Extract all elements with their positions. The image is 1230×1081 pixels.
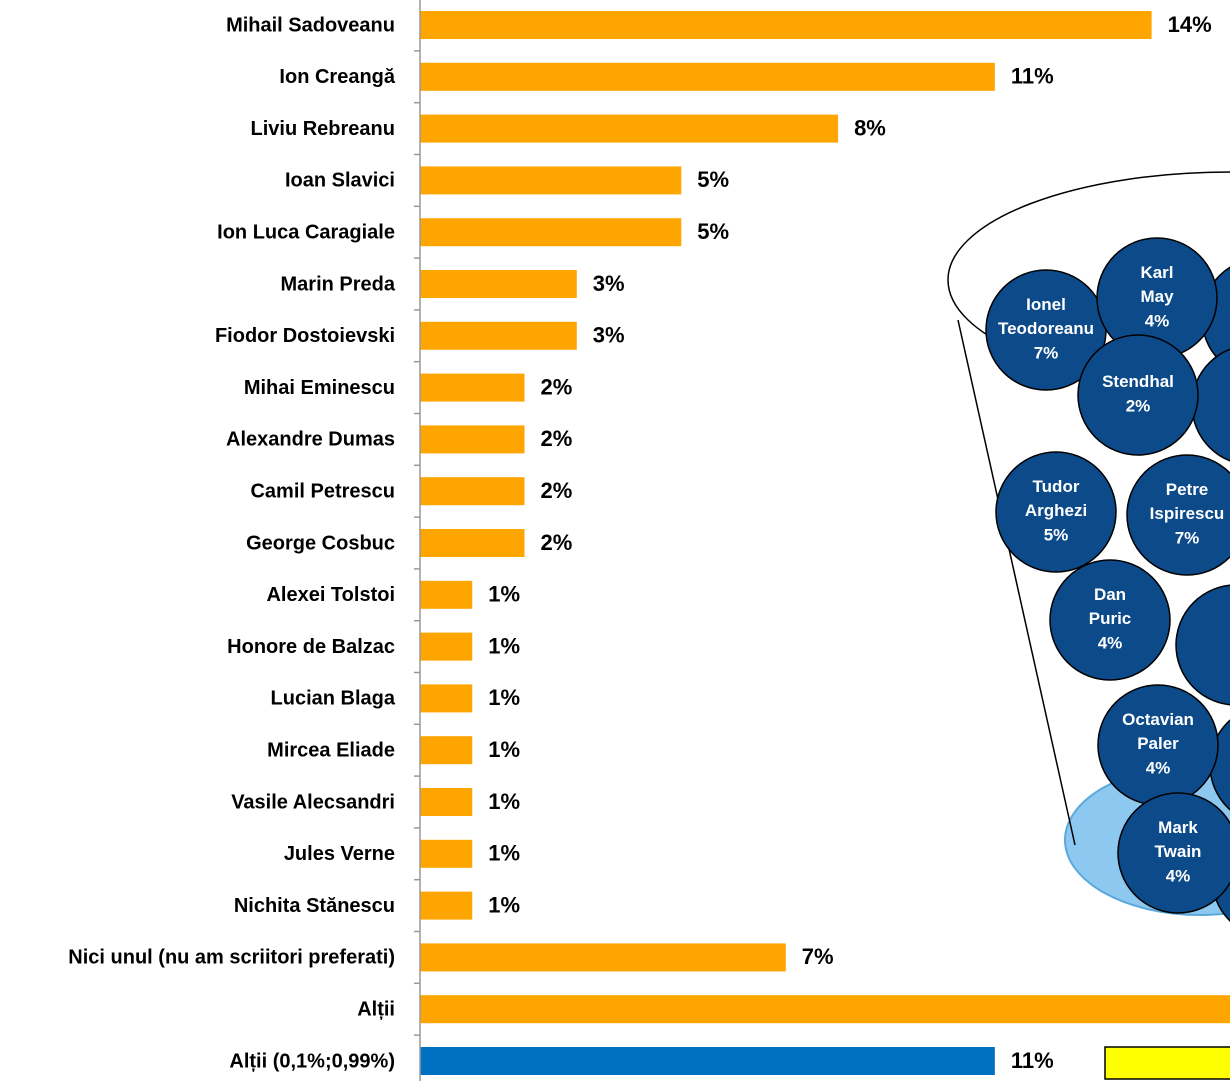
bubble-name-line: Octavian xyxy=(1122,710,1194,729)
bar xyxy=(420,270,577,298)
bubble-partial xyxy=(1176,585,1230,705)
bar xyxy=(420,11,1152,39)
value-label: 1% xyxy=(488,633,520,658)
value-label: 2% xyxy=(541,530,573,555)
bar xyxy=(420,633,472,661)
category-label: Ion Creangă xyxy=(279,66,395,88)
bubble-name-line: Tudor xyxy=(1033,477,1080,496)
category-label: Mihai Eminescu xyxy=(244,377,395,399)
bubble-name-line: Puric xyxy=(1089,609,1132,628)
value-label: 3% xyxy=(593,271,625,296)
bar xyxy=(420,218,681,246)
value-label: 1% xyxy=(488,582,520,607)
value-label: 11% xyxy=(1011,64,1054,89)
category-label: Honore de Balzac xyxy=(227,636,395,658)
bubble-value: 4% xyxy=(1166,866,1191,885)
value-label: 1% xyxy=(488,841,520,866)
category-label: George Cosbuc xyxy=(246,532,395,554)
bar xyxy=(420,425,525,453)
bubble-name-line: Ispirescu xyxy=(1150,504,1225,523)
value-label: 1% xyxy=(488,892,520,917)
bar xyxy=(420,166,681,194)
bubble-name-line: Twain xyxy=(1155,842,1202,861)
bar xyxy=(420,788,472,816)
category-label: Fiodor Dostoievski xyxy=(215,325,395,347)
bubble-name-line: Ionel xyxy=(1026,295,1066,314)
legend-box xyxy=(1105,1047,1230,1079)
chart: Ionel Teodoreanu 7% Karl May 4% Stendhal 2% Tudo… xyxy=(0,0,1230,1081)
bubble-label: Stendhal xyxy=(1102,372,1174,391)
category-label: Alții (0,1%;0,99%) xyxy=(229,1050,395,1072)
bubble-value: 5% xyxy=(1044,525,1069,544)
value-label: 5% xyxy=(697,167,729,192)
bubble-value: 4% xyxy=(1146,758,1171,777)
bubble-value: 2% xyxy=(1126,396,1151,415)
bar xyxy=(420,374,525,402)
category-label: Nici unul (nu am scriitori preferati) xyxy=(68,947,395,969)
bar xyxy=(420,115,838,143)
bar xyxy=(420,63,995,91)
category-label: Nichita Stănescu xyxy=(234,895,395,917)
value-label: 3% xyxy=(593,323,625,348)
category-label: Lucian Blaga xyxy=(271,688,396,710)
value-label: 14% xyxy=(1168,12,1212,37)
category-label: Alții xyxy=(357,998,395,1020)
bar xyxy=(420,1047,995,1075)
cup-side xyxy=(958,320,1075,845)
value-label: 2% xyxy=(541,478,573,503)
bar xyxy=(420,943,786,971)
bar xyxy=(420,892,472,920)
value-label: 1% xyxy=(488,685,520,710)
category-label: Mihail Sadoveanu xyxy=(226,14,395,36)
bubble xyxy=(1078,335,1198,455)
bubble-name-line: May xyxy=(1140,287,1174,306)
value-label: 8% xyxy=(854,115,886,140)
bubble-name-line: Karl xyxy=(1140,263,1173,282)
category-label: Alexei Tolstoi xyxy=(266,584,395,606)
bubble-name-line: Mark xyxy=(1158,818,1198,837)
bar xyxy=(420,529,525,557)
category-label: Marin Preda xyxy=(281,273,396,295)
bar xyxy=(420,736,472,764)
value-label: 1% xyxy=(488,737,520,762)
value-label: 2% xyxy=(541,374,573,399)
value-label: 5% xyxy=(697,219,729,244)
category-label: Liviu Rebreanu xyxy=(251,118,395,140)
cup: Ionel Teodoreanu 7% Karl May 4% Stendhal 2% Tudo… xyxy=(948,172,1230,938)
bubble-name-line: Dan xyxy=(1094,585,1126,604)
bar xyxy=(420,322,577,350)
category-label: Ion Luca Caragiale xyxy=(217,221,395,243)
bubble-name-line: Arghezi xyxy=(1025,501,1087,520)
bubble-value: 7% xyxy=(1034,343,1059,362)
bubble-value: 4% xyxy=(1098,633,1123,652)
bubble-value: 4% xyxy=(1145,311,1170,330)
category-label: Alexandre Dumas xyxy=(226,429,395,451)
bubble-name-line: Petre xyxy=(1166,480,1209,499)
bubble-name-line: Stendhal xyxy=(1102,372,1174,391)
category-label: Jules Verne xyxy=(284,843,395,865)
bubble-name-line: Paler xyxy=(1137,734,1179,753)
category-label: Camil Petrescu xyxy=(250,480,395,502)
bar xyxy=(420,477,525,505)
bar xyxy=(420,995,1230,1023)
value-label: 11% xyxy=(1011,1048,1054,1073)
value-label: 1% xyxy=(488,789,520,814)
category-label: Mircea Eliade xyxy=(267,739,395,761)
category-label: Ioan Slavici xyxy=(285,170,395,192)
bar xyxy=(420,684,472,712)
category-label: Vasile Alecsandri xyxy=(231,791,395,813)
bar xyxy=(420,581,472,609)
value-label: 2% xyxy=(541,426,573,451)
value-label: 7% xyxy=(802,944,834,969)
bar xyxy=(420,840,472,868)
bubble-name-line: Teodoreanu xyxy=(998,319,1094,338)
bubble-value: 7% xyxy=(1175,528,1200,547)
